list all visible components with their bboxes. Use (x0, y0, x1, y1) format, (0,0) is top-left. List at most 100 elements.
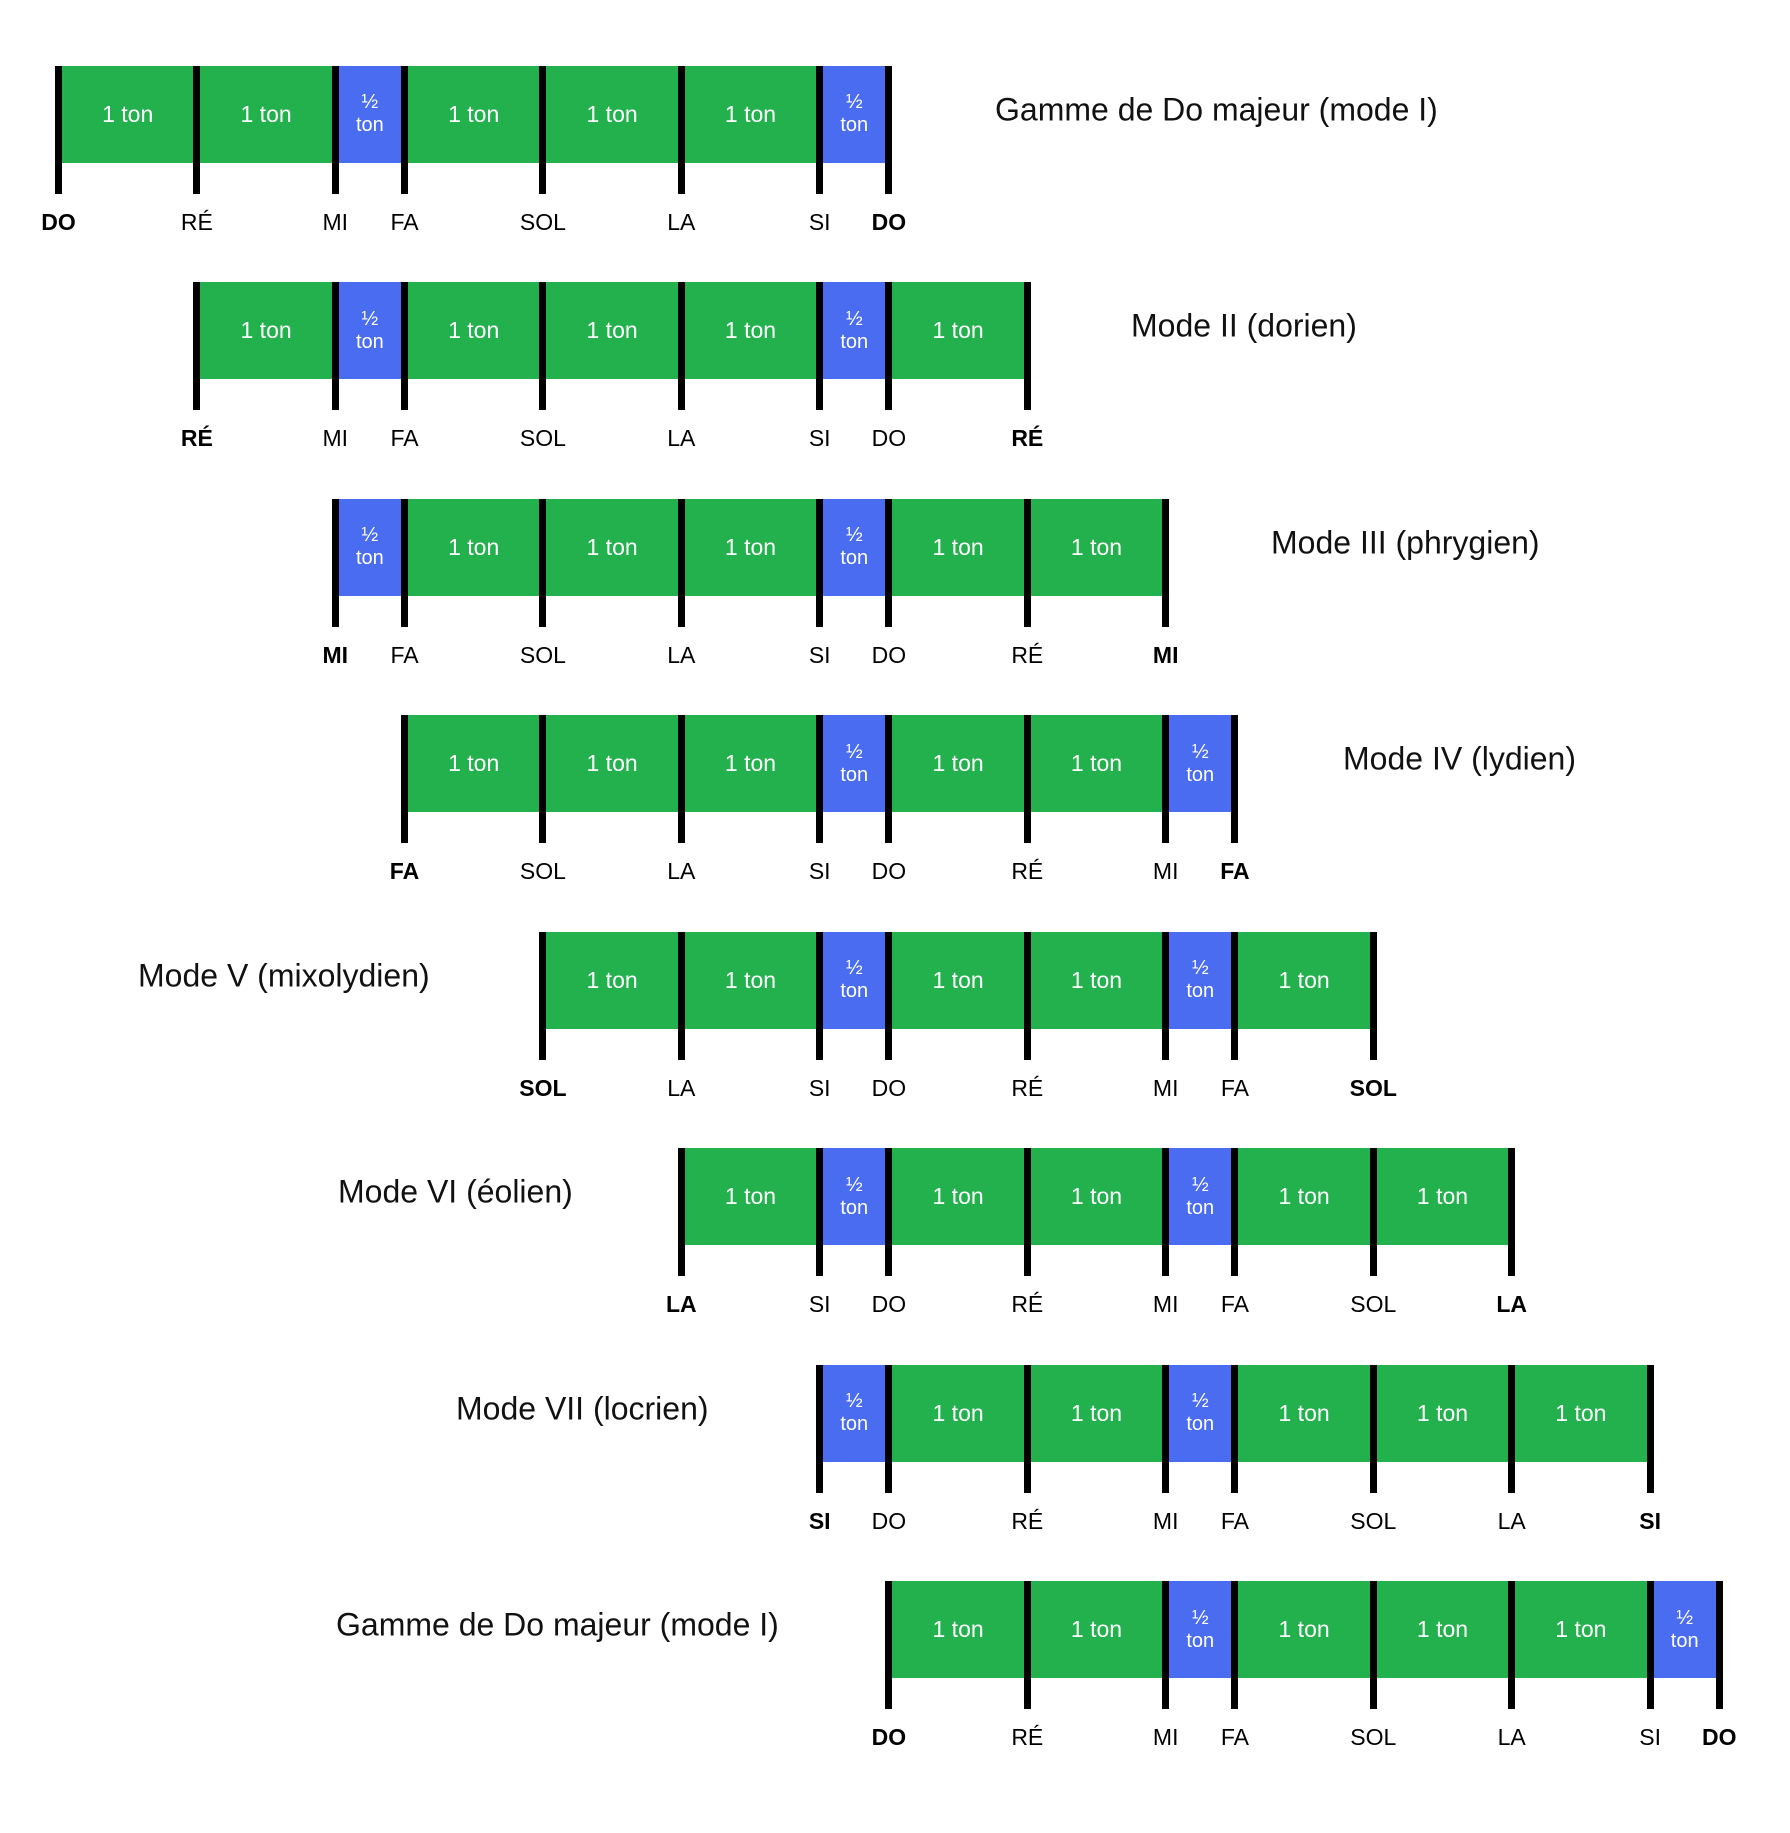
note-separator (55, 65, 62, 194)
note-label: RÉ (1011, 1507, 1044, 1534)
note-label: FA (1220, 1507, 1249, 1534)
note-label: DO (871, 425, 907, 451)
note-separator (1508, 1364, 1516, 1493)
mode-title: Mode V (mixolydien) (138, 957, 430, 993)
note-label: LA (667, 208, 696, 235)
segment-label: 1 ton (1070, 533, 1123, 560)
half-tone-segment: ½ ton (335, 282, 405, 379)
note-separator (1715, 1581, 1723, 1709)
note-separator (677, 498, 685, 627)
mode-title: Mode II (dorien) (1131, 307, 1357, 344)
segment-label: 1 ton (586, 100, 638, 127)
segment-label: 1 ton (932, 1399, 984, 1426)
note-separator (885, 715, 893, 843)
mode-title: Mode IV (lydien) (1343, 740, 1576, 777)
segment-label: 1 ton (448, 100, 500, 127)
whole-tone-segment: 1 ton (404, 65, 543, 163)
note-label: DO (1702, 1724, 1737, 1750)
whole-tone-segment: 1 ton (681, 498, 820, 596)
note-separator (677, 931, 685, 1060)
segment-label: 1 ton (1278, 1399, 1330, 1426)
whole-tone-segment: 1 ton (1234, 1148, 1374, 1245)
note-label: MI (1152, 1724, 1179, 1750)
note-label: SOL (519, 858, 566, 884)
note-separator (539, 65, 547, 194)
whole-tone-segment: 1 ton (681, 1148, 820, 1245)
whole-tone-segment: 1 ton (1027, 1148, 1166, 1245)
whole-tone-segment: 1 ton (1234, 1581, 1374, 1678)
note-separator (1369, 1364, 1377, 1493)
note-separator (331, 282, 339, 410)
note-label: SOL (519, 208, 566, 235)
note-label: FA (390, 425, 419, 451)
segment-label: ½ ton (840, 91, 869, 136)
segment-label: ½ ton (355, 91, 384, 136)
note-separator (1369, 1148, 1377, 1276)
segment-label: 1 ton (932, 966, 984, 993)
half-tone-segment: ½ ton (819, 1148, 889, 1245)
segment-label: 1 ton (1555, 1399, 1607, 1426)
whole-tone-segment: 1 ton (681, 282, 820, 379)
note-label: DO (871, 858, 907, 884)
note-label: LA (1496, 1291, 1528, 1317)
segment-label: 1 ton (240, 100, 292, 127)
whole-tone-segment: 1 ton (1027, 1581, 1166, 1678)
note-separator (1162, 1148, 1170, 1276)
segment-label: ½ ton (1186, 1390, 1215, 1435)
note-separator (1508, 1581, 1516, 1709)
note-separator (1162, 1364, 1170, 1493)
note-separator (1646, 1581, 1654, 1709)
segment-label: 1 ton (102, 100, 154, 127)
whole-tone-segment: 1 ton (1027, 498, 1166, 596)
note-separator (401, 65, 408, 194)
segment-label: 1 ton (724, 1183, 777, 1210)
note-label: RÉ (180, 425, 213, 451)
segment-label: 1 ton (1416, 1399, 1469, 1426)
note-label: SI (808, 1074, 831, 1101)
half-tone-segment: ½ ton (1165, 1581, 1235, 1678)
segment-label: 1 ton (1070, 966, 1123, 993)
note-separator (1369, 931, 1377, 1060)
whole-tone-segment: 1 ton (1373, 1148, 1512, 1245)
note-separator (677, 1148, 685, 1276)
note-separator (1231, 1364, 1239, 1493)
segment-label: 1 ton (586, 750, 638, 777)
half-tone-segment: ½ ton (335, 498, 405, 596)
segment-label: ½ ton (1670, 1606, 1699, 1652)
note-label: DO (871, 208, 907, 235)
whole-tone-segment: 1 ton (1027, 715, 1166, 812)
note-separator (193, 65, 201, 194)
mode-title: Gamme de Do majeur (mode I) (336, 1606, 779, 1643)
whole-tone-segment: 1 ton (888, 282, 1028, 379)
segment-label: 1 ton (1070, 1399, 1123, 1426)
note-label: DO (871, 641, 907, 668)
note-label: SI (1639, 1507, 1661, 1534)
note-separator (1162, 498, 1170, 627)
half-tone-segment: ½ ton (819, 65, 889, 163)
mode-title: Mode VII (locrien) (456, 1390, 709, 1426)
note-label: SOL (1349, 1074, 1397, 1101)
segment-label: 1 ton (240, 317, 292, 344)
note-label: SOL (519, 425, 566, 451)
whole-tone-segment: 1 ton (542, 498, 682, 596)
whole-tone-segment: 1 ton (1234, 1364, 1374, 1462)
note-label: MI (1152, 641, 1179, 668)
note-label: MI (1152, 858, 1179, 884)
note-separator (539, 715, 547, 843)
half-tone-segment: ½ ton (819, 715, 889, 812)
note-separator (1023, 282, 1031, 410)
note-separator (1023, 1581, 1031, 1709)
whole-tone-segment: 1 ton (542, 282, 682, 379)
half-tone-segment: ½ ton (1165, 1148, 1235, 1245)
note-label: SOL (519, 641, 566, 668)
note-separator (1231, 1148, 1239, 1276)
whole-tone-segment: 1 ton (1027, 931, 1166, 1029)
note-label: DO (41, 208, 76, 235)
note-label: SOL (1350, 1507, 1397, 1534)
note-separator (816, 282, 824, 410)
half-tone-segment: ½ ton (335, 65, 405, 163)
note-label: SOL (1350, 1724, 1397, 1750)
note-label: LA (665, 1291, 697, 1317)
note-label: MI (1152, 1291, 1179, 1317)
note-label: SI (1639, 1724, 1661, 1750)
